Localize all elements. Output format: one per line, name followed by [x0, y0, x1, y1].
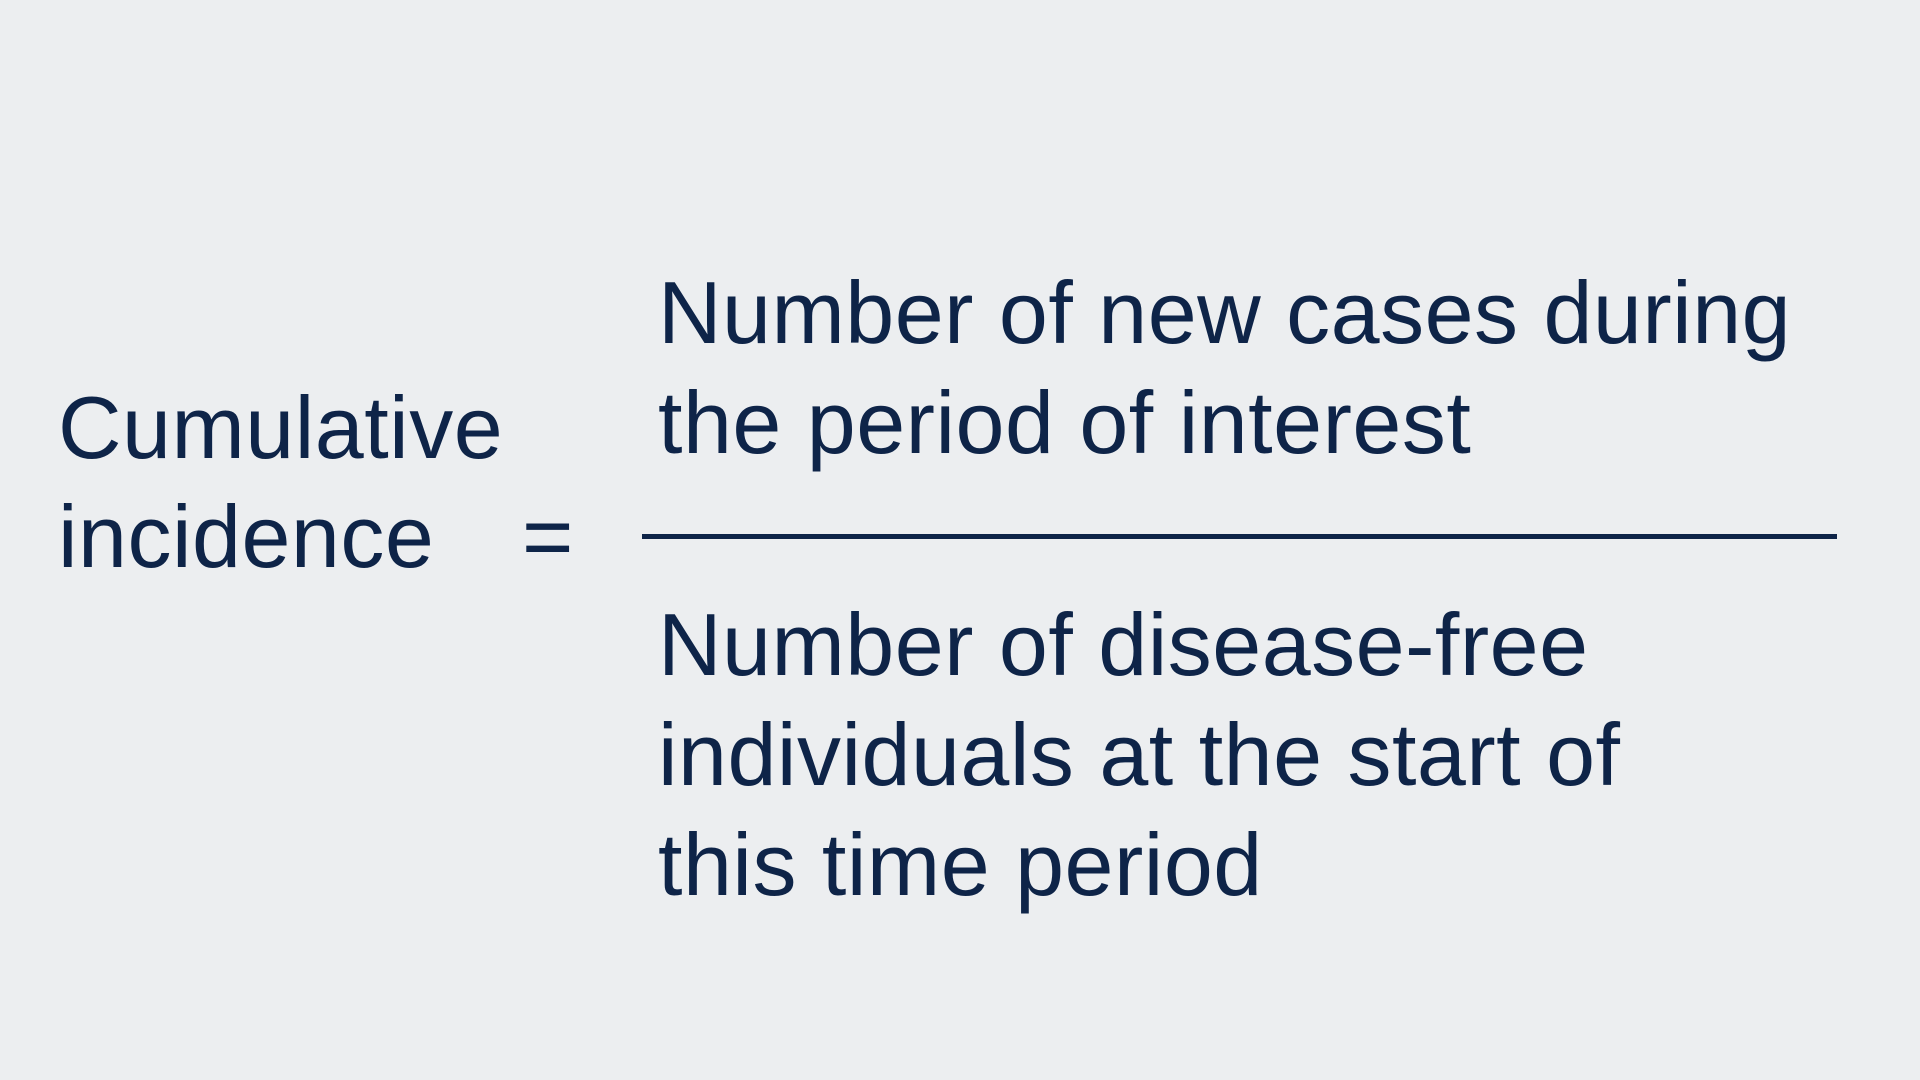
lhs-line-2: incidence	[58, 487, 435, 586]
denominator-line-2: individuals at the start of	[658, 705, 1621, 804]
equals-sign: =	[522, 487, 574, 586]
denominator-line-1: Number of disease-free	[658, 595, 1589, 694]
fraction-bar	[642, 534, 1837, 539]
lhs-line-1: Cumulative	[58, 378, 504, 477]
numerator-line-1: Number of new cases during	[658, 263, 1792, 362]
denominator-line-3: this time period	[658, 815, 1263, 914]
numerator-line-2: the period of interest	[658, 373, 1472, 472]
